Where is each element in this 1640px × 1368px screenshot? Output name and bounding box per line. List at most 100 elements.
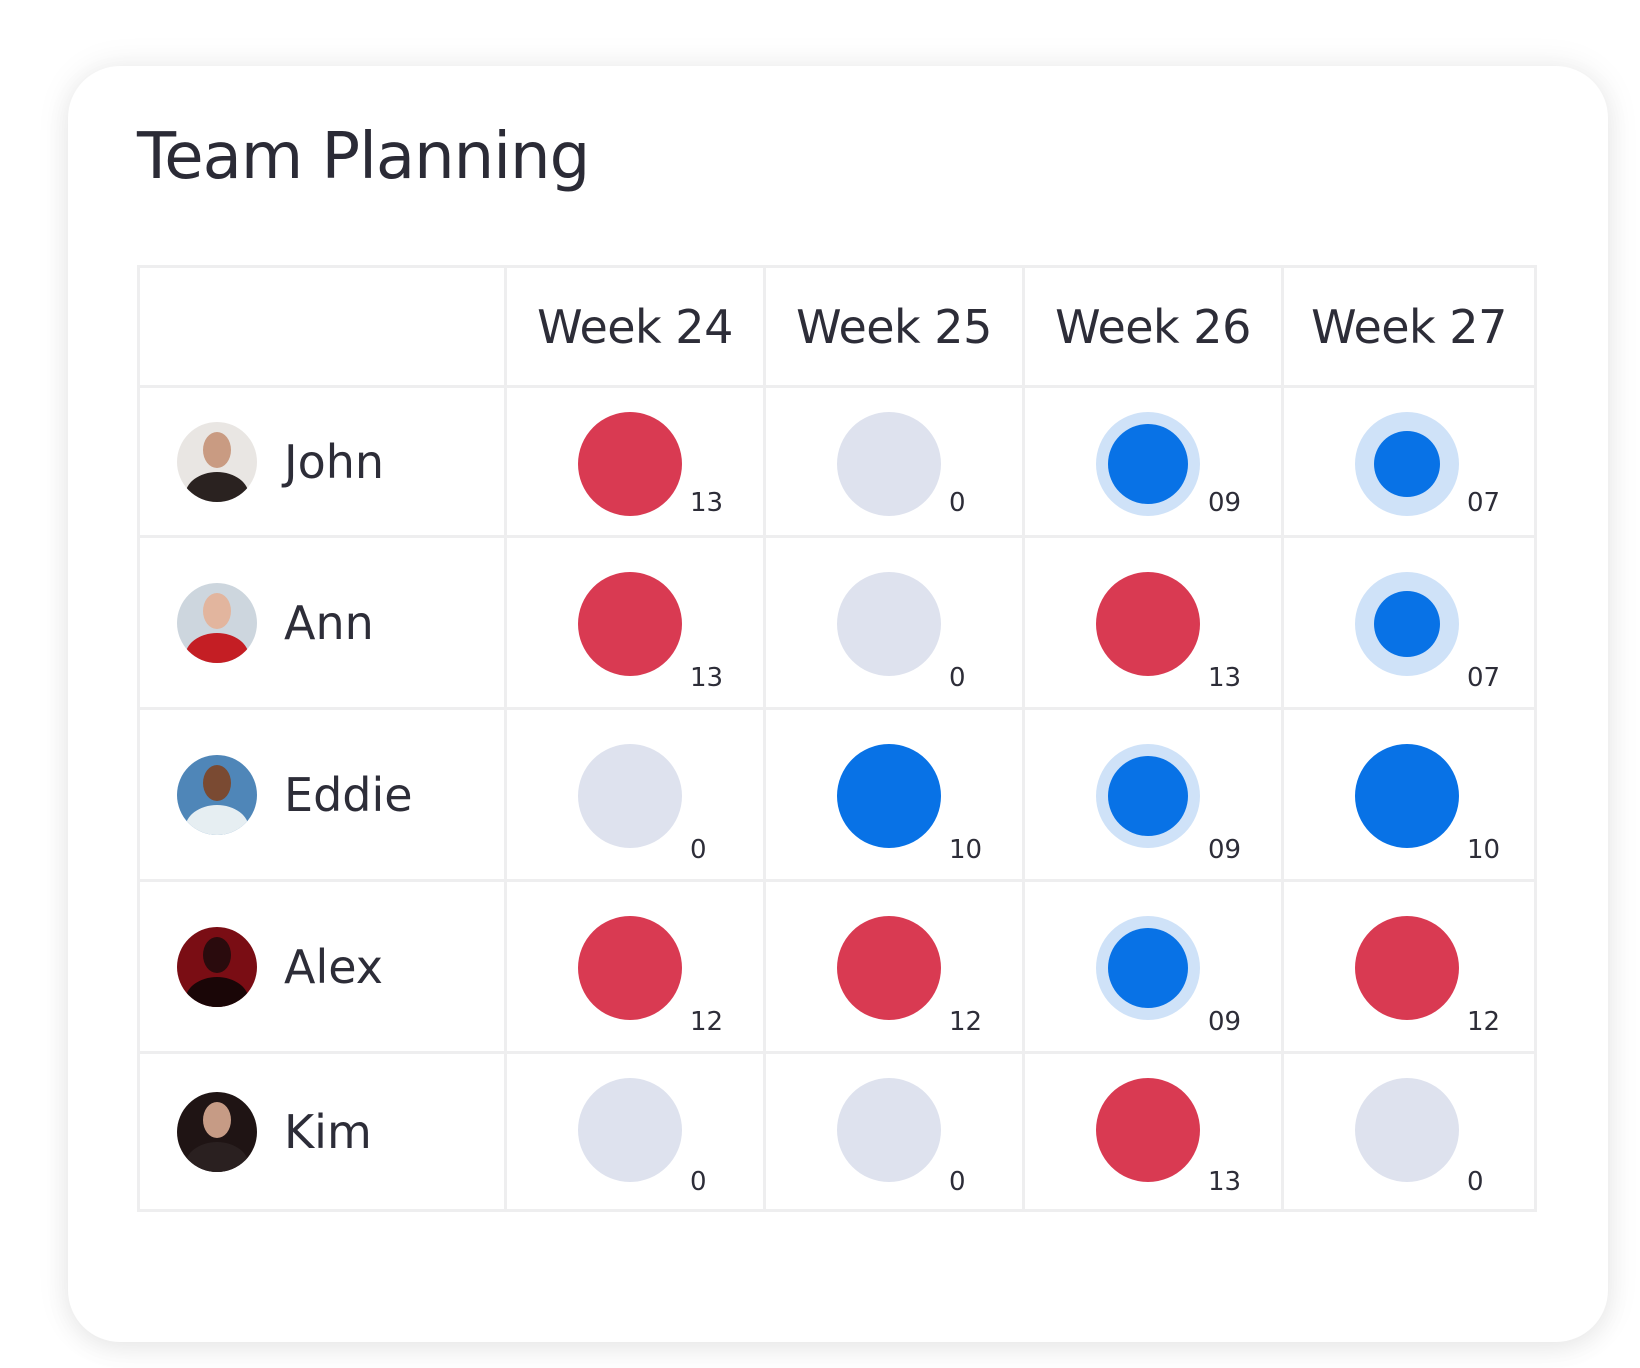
capacity-value: 10 [1467,835,1501,865]
table-row: Kim 0 0 13 0 [137,1051,1537,1212]
capacity-cell[interactable]: 13 [1022,535,1284,710]
capacity-value: 12 [1467,1007,1501,1037]
capacity-dot [578,916,682,1020]
capacity-dot [1096,916,1200,1020]
capacity-dot [1355,572,1459,676]
planning-table: Week 24 Week 25 Week 26 Week 27 John 13 … [137,265,1537,1212]
capacity-cell[interactable]: 0 [763,385,1025,538]
capacity-cell[interactable]: 13 [504,385,766,538]
week-header: Week 25 [763,265,1025,388]
person-avatar-icon [177,421,257,502]
capacity-dot [1355,412,1459,516]
capacity-cell[interactable]: 0 [504,1051,766,1212]
capacity-dot [578,572,682,676]
capacity-dot-fill [1096,1078,1200,1182]
person-avatar-icon [177,754,257,835]
capacity-dot-fill [1108,756,1188,836]
capacity-dot-fill [578,744,682,848]
capacity-value: 0 [690,835,707,865]
table-row: Eddie 0 10 09 10 [137,707,1537,882]
capacity-value: 0 [690,1167,707,1197]
capacity-cell[interactable]: 0 [763,1051,1025,1212]
capacity-cell[interactable]: 12 [763,879,1025,1054]
person: Eddie [140,754,504,835]
person-name: John [284,434,385,489]
capacity-cell[interactable]: 0 [1281,1051,1537,1212]
capacity-cell[interactable]: 10 [1281,707,1537,882]
capacity-dot-fill [1108,928,1188,1008]
capacity-dot-fill [1355,916,1459,1020]
person-cell: Ann [137,535,507,710]
week-header: Week 24 [504,265,766,388]
capacity-dot [1355,1078,1459,1182]
person-name: Kim [284,1104,372,1159]
person-cell: Eddie [137,707,507,882]
capacity-cell[interactable]: 07 [1281,385,1537,538]
capacity-dot-fill [578,572,682,676]
person-cell: John [137,385,507,538]
capacity-cell[interactable]: 10 [763,707,1025,882]
capacity-value: 09 [1208,488,1242,518]
capacity-dot [578,744,682,848]
table-row: Ann 13 0 13 07 [137,535,1537,710]
capacity-value: 0 [949,1167,966,1197]
person-cell: Alex [137,879,507,1054]
table-row: Alex 12 12 09 12 [137,879,1537,1054]
person-cell: Kim [137,1051,507,1212]
capacity-cell[interactable]: 12 [504,879,766,1054]
person-name: Alex [284,939,383,994]
capacity-dot-fill [578,916,682,1020]
person-name: Eddie [284,767,413,822]
capacity-value: 13 [1208,1167,1242,1197]
capacity-dot [837,1078,941,1182]
header-row: Week 24 Week 25 Week 26 Week 27 [137,265,1537,388]
capacity-value: 10 [949,835,983,865]
capacity-dot [837,572,941,676]
capacity-dot [1355,744,1459,848]
capacity-dot-fill [837,412,941,516]
person-avatar-icon [177,1091,257,1172]
person: Alex [140,926,504,1007]
capacity-cell[interactable]: 0 [763,535,1025,710]
capacity-cell[interactable]: 09 [1022,879,1284,1054]
capacity-dot [578,412,682,516]
capacity-value: 13 [690,488,724,518]
capacity-value: 09 [1208,1007,1242,1037]
capacity-dot [1096,1078,1200,1182]
person-avatar-icon [177,926,257,1007]
person-name: Ann [284,595,374,650]
capacity-dot-fill [1355,1078,1459,1182]
capacity-value: 09 [1208,835,1242,865]
capacity-dot [1096,412,1200,516]
capacity-cell[interactable]: 0 [504,707,766,882]
capacity-value: 07 [1467,663,1501,693]
person: Ann [140,582,504,663]
capacity-dot-fill [1108,424,1188,504]
capacity-cell[interactable]: 13 [504,535,766,710]
table-row: John 13 0 09 07 [137,385,1537,538]
week-header: Week 26 [1022,265,1284,388]
capacity-value: 0 [1467,1167,1484,1197]
capacity-value: 0 [949,488,966,518]
capacity-cell[interactable]: 09 [1022,385,1284,538]
capacity-dot-fill [578,412,682,516]
capacity-cell[interactable]: 12 [1281,879,1537,1054]
capacity-cell[interactable]: 07 [1281,535,1537,710]
capacity-dot-fill [837,744,941,848]
capacity-dot [1096,744,1200,848]
capacity-value: 13 [690,663,724,693]
capacity-dot-fill [1374,591,1440,657]
capacity-dot-fill [1355,744,1459,848]
capacity-value: 12 [690,1007,724,1037]
capacity-cell[interactable]: 13 [1022,1051,1284,1212]
capacity-dot-fill [578,1078,682,1182]
capacity-dot-fill [837,1078,941,1182]
page-title: Team Planning [137,120,590,194]
capacity-value: 0 [949,663,966,693]
capacity-dot-fill [837,572,941,676]
capacity-cell[interactable]: 09 [1022,707,1284,882]
capacity-dot [837,744,941,848]
person: John [140,421,504,502]
capacity-dot [1096,572,1200,676]
team-planning-card: Team Planning Week 24 Week 25 Week 26 We… [68,66,1608,1342]
